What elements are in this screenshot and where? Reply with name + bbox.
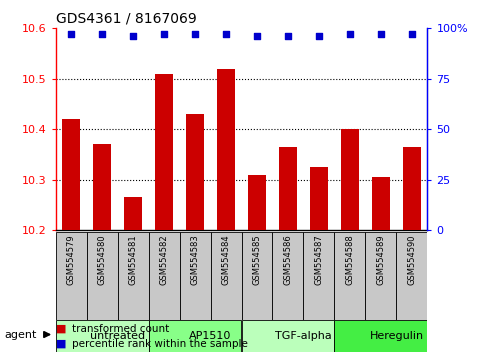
- Bar: [334, 232, 366, 320]
- Bar: [334, 320, 427, 352]
- Bar: [303, 232, 334, 320]
- Bar: [217, 69, 235, 230]
- Bar: [211, 232, 242, 320]
- Bar: [310, 167, 328, 230]
- Bar: [279, 147, 297, 230]
- Text: TGF-alpha: TGF-alpha: [275, 331, 332, 341]
- Bar: [56, 320, 149, 352]
- Bar: [403, 147, 421, 230]
- Bar: [242, 232, 272, 320]
- Bar: [86, 232, 117, 320]
- Point: [129, 34, 137, 39]
- Text: GSM554583: GSM554583: [190, 235, 199, 285]
- Text: GSM554587: GSM554587: [314, 235, 324, 285]
- Point: [284, 34, 292, 39]
- Text: GSM554589: GSM554589: [376, 235, 385, 285]
- Bar: [149, 320, 242, 352]
- Bar: [372, 177, 390, 230]
- Bar: [117, 232, 149, 320]
- Text: GSM554590: GSM554590: [408, 235, 416, 285]
- Point: [222, 32, 230, 37]
- Text: agent: agent: [5, 330, 37, 339]
- Text: GSM554579: GSM554579: [67, 235, 75, 285]
- Text: GDS4361 / 8167069: GDS4361 / 8167069: [56, 12, 196, 26]
- Bar: [124, 197, 142, 230]
- Text: GSM554584: GSM554584: [222, 235, 230, 285]
- Text: GSM554581: GSM554581: [128, 235, 138, 285]
- Text: GSM554585: GSM554585: [253, 235, 261, 285]
- Text: ■: ■: [56, 324, 66, 334]
- Bar: [56, 232, 86, 320]
- Bar: [272, 232, 303, 320]
- Text: GSM554582: GSM554582: [159, 235, 169, 285]
- Point: [67, 32, 75, 37]
- Text: Heregulin: Heregulin: [369, 331, 424, 341]
- Text: transformed count: transformed count: [72, 324, 170, 334]
- Text: percentile rank within the sample: percentile rank within the sample: [72, 339, 248, 349]
- Point: [253, 34, 261, 39]
- Point: [377, 32, 385, 37]
- Point: [98, 32, 106, 37]
- Bar: [248, 175, 266, 230]
- Text: GSM554580: GSM554580: [98, 235, 107, 285]
- Point: [160, 32, 168, 37]
- Point: [191, 32, 199, 37]
- Text: untreated: untreated: [90, 331, 145, 341]
- Bar: [93, 144, 112, 230]
- Bar: [397, 232, 427, 320]
- Point: [315, 34, 323, 39]
- Text: GSM554586: GSM554586: [284, 235, 293, 285]
- Bar: [155, 74, 173, 230]
- Bar: [62, 119, 80, 230]
- Text: ■: ■: [56, 339, 66, 349]
- Bar: [180, 232, 211, 320]
- Point: [408, 32, 416, 37]
- Point: [346, 32, 354, 37]
- Text: GSM554588: GSM554588: [345, 235, 355, 285]
- Bar: [242, 320, 334, 352]
- Bar: [186, 114, 204, 230]
- Bar: [366, 232, 397, 320]
- Text: AP1510: AP1510: [189, 331, 232, 341]
- Bar: [341, 129, 359, 230]
- Bar: [149, 232, 180, 320]
